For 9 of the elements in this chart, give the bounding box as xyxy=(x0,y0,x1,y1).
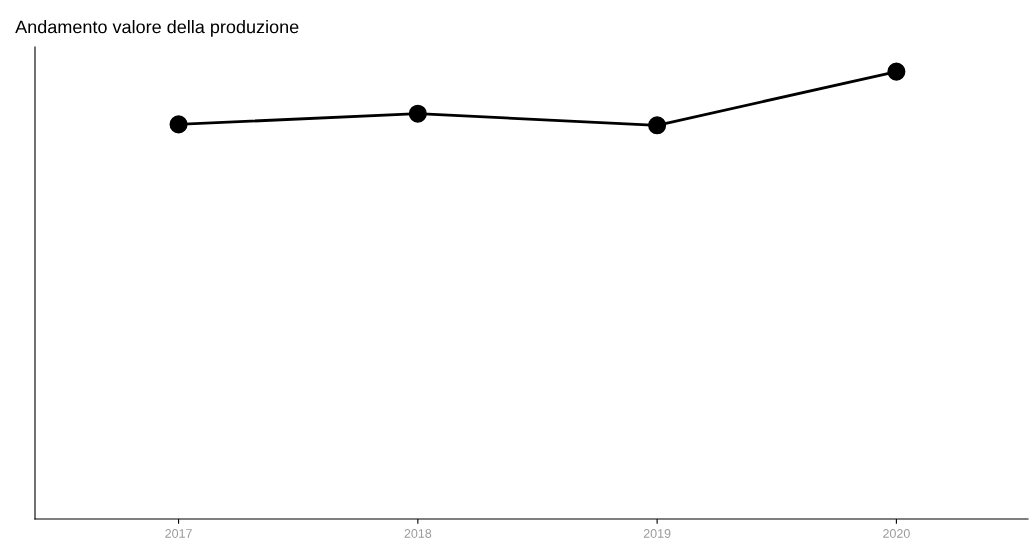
chart-title: Andamento valore della produzione xyxy=(15,20,299,37)
x-tick-label: 2017 xyxy=(165,529,192,538)
x-tick-label: 2018 xyxy=(404,529,432,538)
x-tick-label: 2020 xyxy=(883,529,910,538)
point xyxy=(408,104,427,123)
point xyxy=(169,115,188,134)
point xyxy=(648,116,667,135)
x-tick-label: 2019 xyxy=(643,529,671,538)
point xyxy=(887,62,906,81)
